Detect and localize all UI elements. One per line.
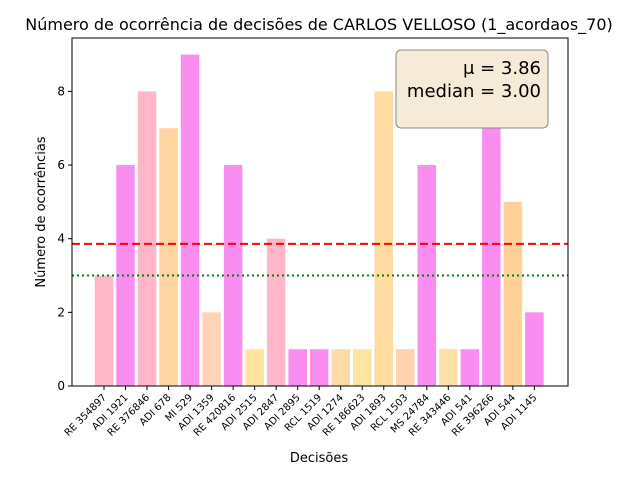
y-tick-label: 0 [57,379,65,393]
mean-stat-text: μ = 3.86 [463,58,541,79]
bar [116,165,135,386]
bar [266,238,286,386]
stats-box-background [395,49,549,129]
bar [396,349,415,386]
bar [159,128,178,386]
bar [331,349,350,386]
bar [202,312,221,386]
bar [288,349,307,386]
bar [417,165,437,386]
chart-title: Número de ocorrência de decisões de CARL… [25,15,613,35]
bar [439,349,458,386]
reference-lines [72,242,568,277]
y-axis: 0 2 4 6 8 [57,84,72,393]
bar [482,128,501,386]
median-stat-text: median = 3.00 [407,81,541,102]
bar [503,201,523,386]
y-tick-label: 6 [57,158,65,172]
y-axis-label: Número de ocorrências [34,136,49,287]
y-tick-label: 2 [57,305,65,319]
y-tick-label: 4 [57,232,65,246]
bar [460,349,480,386]
bar [309,349,329,386]
plot-frame [71,37,569,387]
stats-box: μ = 3.86 median = 3.00 [395,49,549,129]
bar [94,275,114,386]
bar [525,312,544,386]
bar [180,54,200,386]
bar [374,91,394,387]
bar [245,349,264,386]
x-axis-label: Decisões [290,451,348,466]
bar [137,91,157,387]
y-tick-label: 8 [57,84,65,98]
bar [352,349,372,386]
